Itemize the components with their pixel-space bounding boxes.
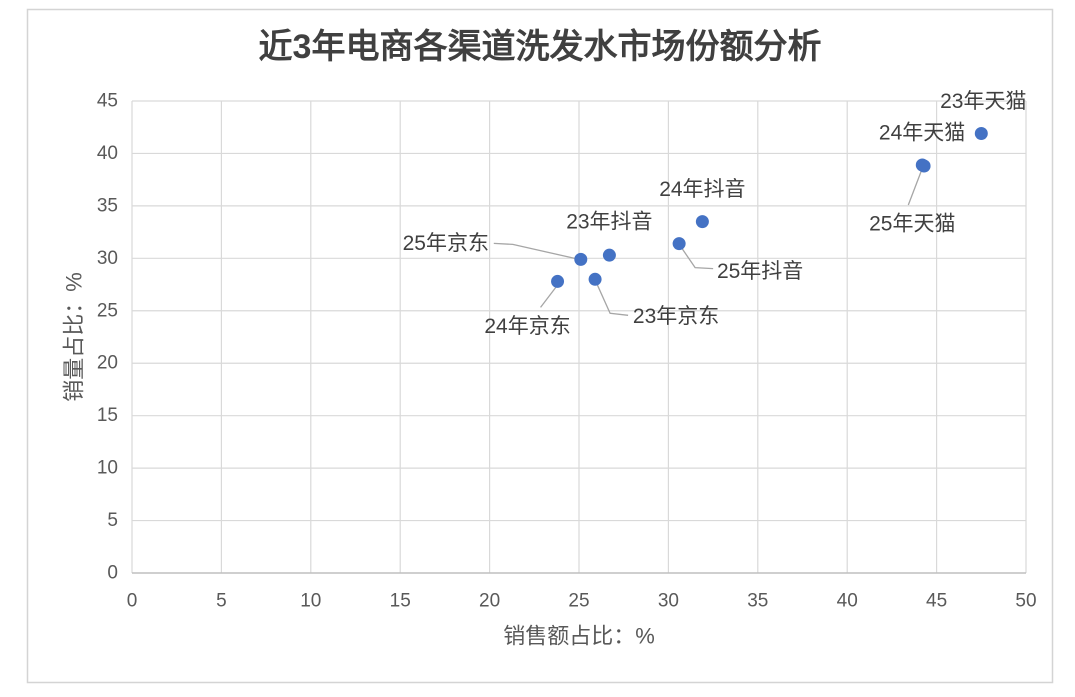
y-tick-label: 45 [97,91,118,112]
y-tick-label: 15 [97,405,118,426]
data-labels: 23年天猫 24年天猫 25年天猫 23年抖音 24年抖音 25年抖音 23年京东 24年京东… [403,90,1027,338]
y-axis-title: 销量占比：% [62,272,87,402]
x-tick-label: 5 [216,591,227,612]
x-axis-title: 销售额占比：% [503,624,655,649]
y-tick-label: 40 [97,143,118,164]
y-tick-label: 30 [97,248,118,269]
data-point [574,252,588,266]
y-tick-label: 35 [97,195,118,216]
x-tick-label: 20 [479,591,500,612]
data-point [915,158,929,172]
data-points [551,127,988,288]
x-tick-label: 50 [1015,591,1036,612]
data-label: 23年抖音 [566,211,652,234]
chart-frame [26,8,1054,684]
data-label: 23年京东 [633,305,719,328]
data-label: 24年抖音 [659,178,745,201]
leader-line [540,286,558,308]
y-tick-labels: 0 5 10 15 20 25 30 35 40 45 [97,91,118,584]
data-label: 24年天猫 [879,122,965,145]
x-tick-label: 35 [747,591,768,612]
data-point [602,248,616,262]
x-tick-labels: 0 5 10 15 20 25 30 35 40 45 50 [127,591,1037,612]
x-tick-label: 45 [926,591,947,612]
x-tick-label: 0 [127,591,138,612]
data-point [974,127,988,141]
leader-line [596,284,629,316]
data-label: 25年京东 [403,232,489,255]
data-label: 24年京东 [484,315,570,338]
chart-title: 近3年电商各渠道洗发水市场份额分析 [259,27,822,66]
data-point [551,274,565,288]
data-label: 23年天猫 [940,90,1026,113]
leader-line [493,242,575,260]
leader-line [681,248,714,270]
x-tick-label: 15 [390,591,411,612]
data-label: 25年抖音 [717,260,803,283]
y-tick-label: 20 [97,353,118,374]
x-tick-label: 40 [837,591,858,612]
x-tick-label: 30 [658,591,679,612]
y-tick-label: 0 [107,563,118,584]
leader-line [907,170,922,206]
data-point [695,215,709,229]
leader-lines [493,170,922,316]
x-tick-label: 10 [300,591,321,612]
data-point [672,237,686,251]
data-point [588,272,602,286]
y-tick-label: 10 [97,458,118,479]
y-tick-label: 5 [107,510,118,531]
data-label: 25年天猫 [869,212,955,235]
y-tick-label: 25 [97,300,118,321]
x-tick-label: 25 [568,591,589,612]
